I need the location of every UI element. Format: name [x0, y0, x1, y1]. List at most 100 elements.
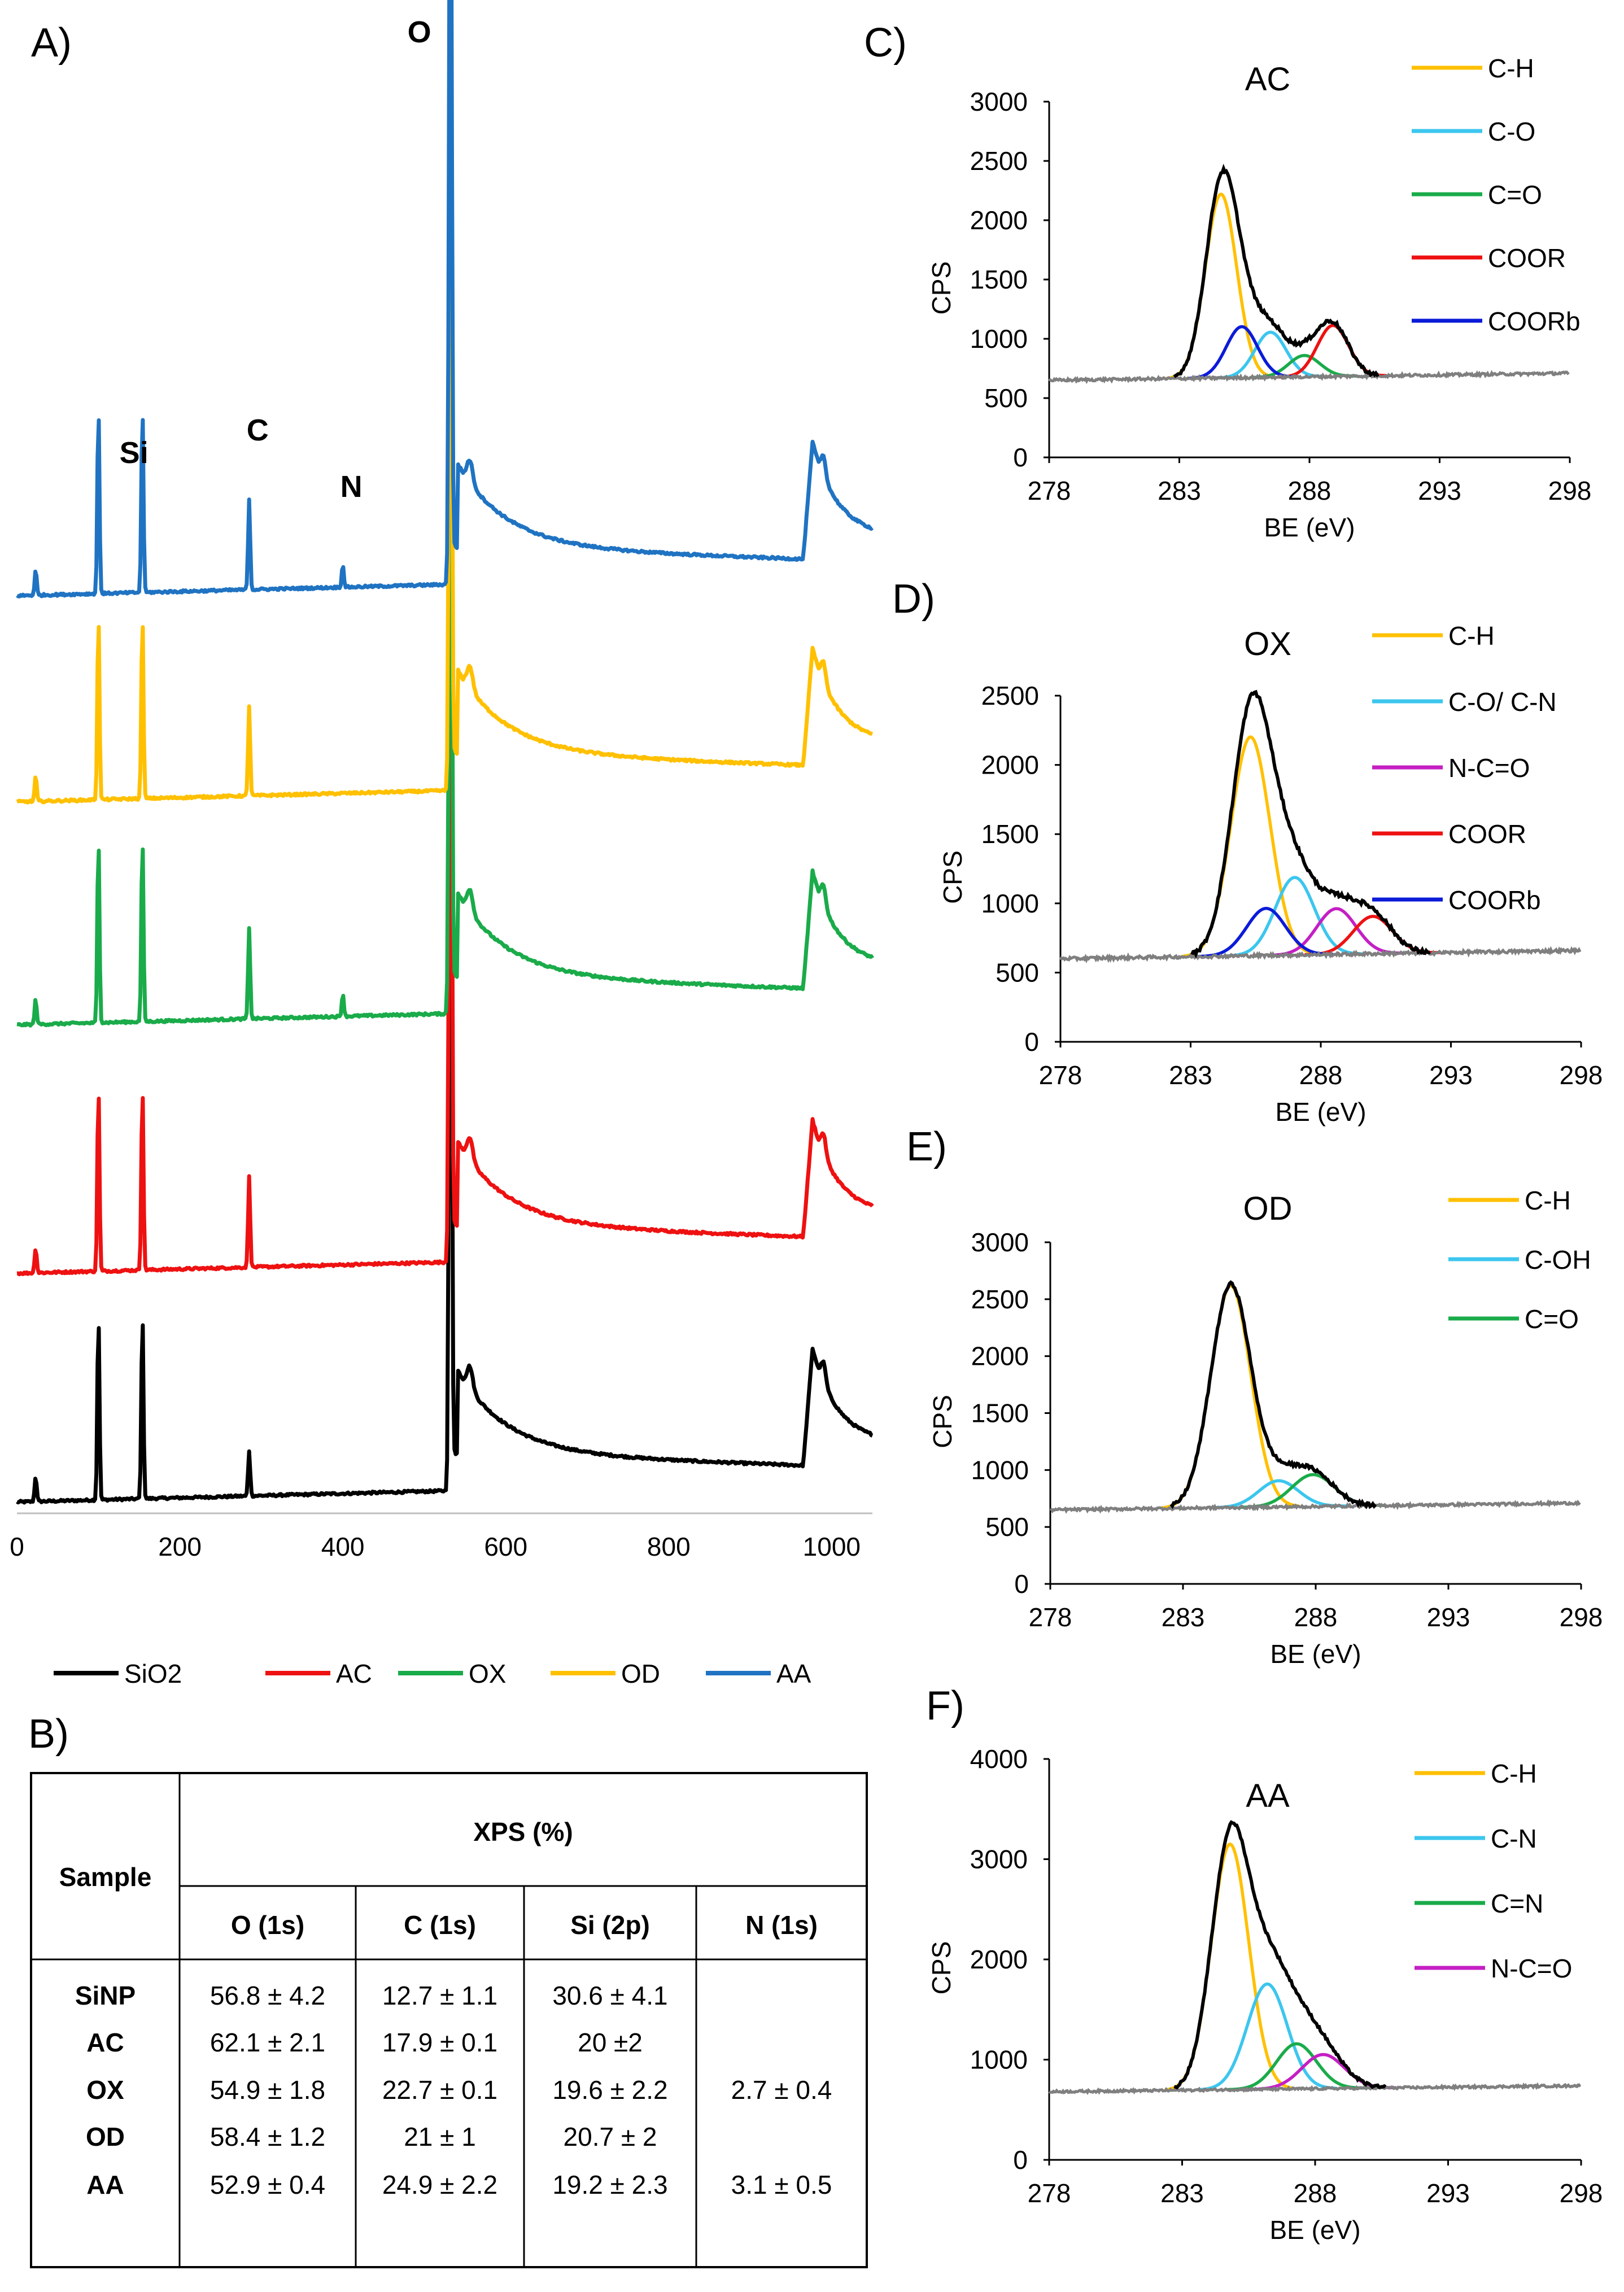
- legend-ac: C-H C-O C=O COOR COORb: [1412, 54, 1581, 336]
- x-tick-label: 283: [1169, 1060, 1212, 1090]
- component-coorb: [1187, 325, 1295, 380]
- legend-label: COORb: [1448, 885, 1541, 915]
- component-c-o: [1215, 330, 1324, 380]
- table-cell: 17.9 ± 0.1: [382, 2028, 497, 2057]
- background-line: [1048, 2082, 1582, 2095]
- survey-peak-label-n: N: [340, 470, 363, 504]
- table-cell: 19.6 ± 2.2: [552, 2075, 667, 2105]
- y-tick-label: 4000: [970, 1744, 1028, 1774]
- x-tick-label: 283: [1160, 2179, 1204, 2208]
- legend-aa: C-H C-N C=N N-C=O: [1415, 1759, 1572, 1983]
- table-cell: 56.8 ± 4.2: [210, 1981, 325, 2010]
- envelope-line: [1169, 1280, 1377, 1509]
- legend-label: COORb: [1488, 307, 1581, 336]
- y-tick-label: 0: [1013, 443, 1028, 472]
- x-tick-label: 288: [1288, 476, 1331, 505]
- panel-label-a: A): [31, 20, 72, 66]
- y-tick-label: 500: [996, 958, 1039, 987]
- legend-label: COOR: [1448, 819, 1526, 849]
- y-tick-label: 1500: [970, 265, 1028, 294]
- x-tick-label: 288: [1294, 2179, 1337, 2208]
- survey-x-tick-label: 0: [10, 1532, 24, 1561]
- y-tick-label: 1500: [971, 1399, 1029, 1428]
- panel-label-f: F): [926, 1683, 964, 1728]
- y-axis-title: CPS: [927, 261, 956, 315]
- component-n-c-o: [1268, 907, 1404, 957]
- x-axis-title: BE (eV): [1264, 513, 1355, 542]
- y-axis-title: CPS: [927, 1941, 956, 1995]
- y-tick-label: 2000: [970, 1945, 1028, 1974]
- legend-label: C-H: [1525, 1186, 1571, 1215]
- chart-ox: 0 500 1000 1500 2000 2500 278 283 288 293 298 BE (e…: [938, 626, 1603, 1127]
- x-axis-title: BE (eV): [1270, 1639, 1361, 1669]
- component-c-n: [1197, 1982, 1336, 2092]
- survey-x-tick-label: 600: [484, 1532, 527, 1561]
- chart-title: AA: [1246, 1778, 1290, 1814]
- table-cell: 30.6 ± 4.1: [552, 1981, 667, 2010]
- chart-title: AC: [1245, 61, 1291, 98]
- x-tick-label: 278: [1039, 1060, 1082, 1090]
- envelope-line: [1190, 689, 1431, 959]
- table-cell: 3.1 ± 0.5: [731, 2170, 832, 2199]
- chart-od: 0 500 1000 1500 2000 2500 3000 278 283 288 293 298 B…: [928, 1190, 1603, 1669]
- y-tick-label: 2000: [981, 750, 1039, 780]
- legend-label: C-OH: [1525, 1245, 1591, 1274]
- chart-aa: 0 1000 2000 3000 4000 278 283 288 293 298 BE (eV) C…: [927, 1744, 1603, 2245]
- survey-legend: SiO2 AC OX OD AA: [54, 1659, 811, 1688]
- x-tick-label: 293: [1426, 2179, 1470, 2208]
- panel-label-e: E): [906, 1124, 947, 1169]
- y-tick-label: 2500: [970, 146, 1028, 176]
- x-axis-title: BE (eV): [1275, 1097, 1366, 1127]
- y-tick-label: 3000: [970, 87, 1028, 116]
- legend-label: COOR: [1488, 243, 1566, 273]
- component-coorb: [1198, 906, 1333, 958]
- y-axis-title: CPS: [938, 850, 967, 904]
- y-tick-label: 0: [1024, 1027, 1039, 1056]
- legend-label-sio2: SiO2: [124, 1659, 182, 1688]
- legend-label: C=N: [1491, 1889, 1543, 1918]
- legend-label: C-H: [1491, 1759, 1537, 1788]
- table-row-sample: OX: [86, 2075, 124, 2105]
- table-cell: 62.1 ± 2.1: [210, 2028, 325, 2057]
- x-tick-label: 298: [1560, 2179, 1603, 2208]
- table-border: [30, 1772, 868, 2268]
- component-c-o-c-n: [1226, 876, 1362, 958]
- table-row-sample: OD: [86, 2122, 125, 2151]
- x-tick-label: 288: [1299, 1060, 1343, 1090]
- legend-label-ac: AC: [336, 1659, 372, 1688]
- y-tick-label: 2000: [970, 206, 1028, 235]
- legend-label: C=O: [1525, 1304, 1579, 1334]
- panel-label-c: C): [864, 20, 907, 66]
- y-axis-title: CPS: [928, 1395, 957, 1448]
- survey-x-tick-label: 400: [321, 1532, 365, 1561]
- x-tick-label: 293: [1418, 476, 1461, 505]
- y-tick-label: 0: [1014, 1569, 1029, 1599]
- survey-x-tick-label: 1000: [803, 1532, 861, 1561]
- legend-label: C-H: [1488, 54, 1534, 83]
- legend-label: C-H: [1448, 621, 1495, 651]
- legend-label: C-O: [1488, 117, 1535, 146]
- table-cell: 19.2 ± 2.3: [552, 2170, 667, 2199]
- legend-label: N-C=O: [1448, 753, 1530, 783]
- survey-series-od: [16, 0, 874, 805]
- survey-chart: 0 200 400 600 800 1000 O Si C N: [10, 0, 874, 1561]
- chart-title: OD: [1243, 1190, 1293, 1227]
- x-tick-label: 283: [1162, 1603, 1205, 1632]
- survey-series-aa: [16, 0, 874, 599]
- y-tick-label: 1500: [981, 819, 1039, 849]
- x-tick-label: 288: [1294, 1603, 1338, 1632]
- table-header-xps: XPS (%): [473, 1817, 573, 1846]
- chart-ac: 0 500 1000 1500 2000 2500 3000 278 283 288 293 298 B…: [927, 61, 1591, 542]
- legend-label: C-O/ C-N: [1448, 687, 1557, 717]
- y-tick-label: 3000: [971, 1228, 1029, 1257]
- table-column-header: N (1s): [745, 1910, 818, 1940]
- background-line: [1049, 1499, 1581, 1514]
- table-cell: 58.4 ± 1.2: [210, 2122, 325, 2151]
- x-tick-label: 278: [1028, 2179, 1071, 2208]
- legend-label: C=O: [1488, 180, 1542, 209]
- table-row-sample: AA: [86, 2170, 124, 2199]
- component-coor: [1304, 915, 1440, 957]
- envelope-line: [1173, 1820, 1387, 2090]
- component-c-n: [1226, 2042, 1365, 2092]
